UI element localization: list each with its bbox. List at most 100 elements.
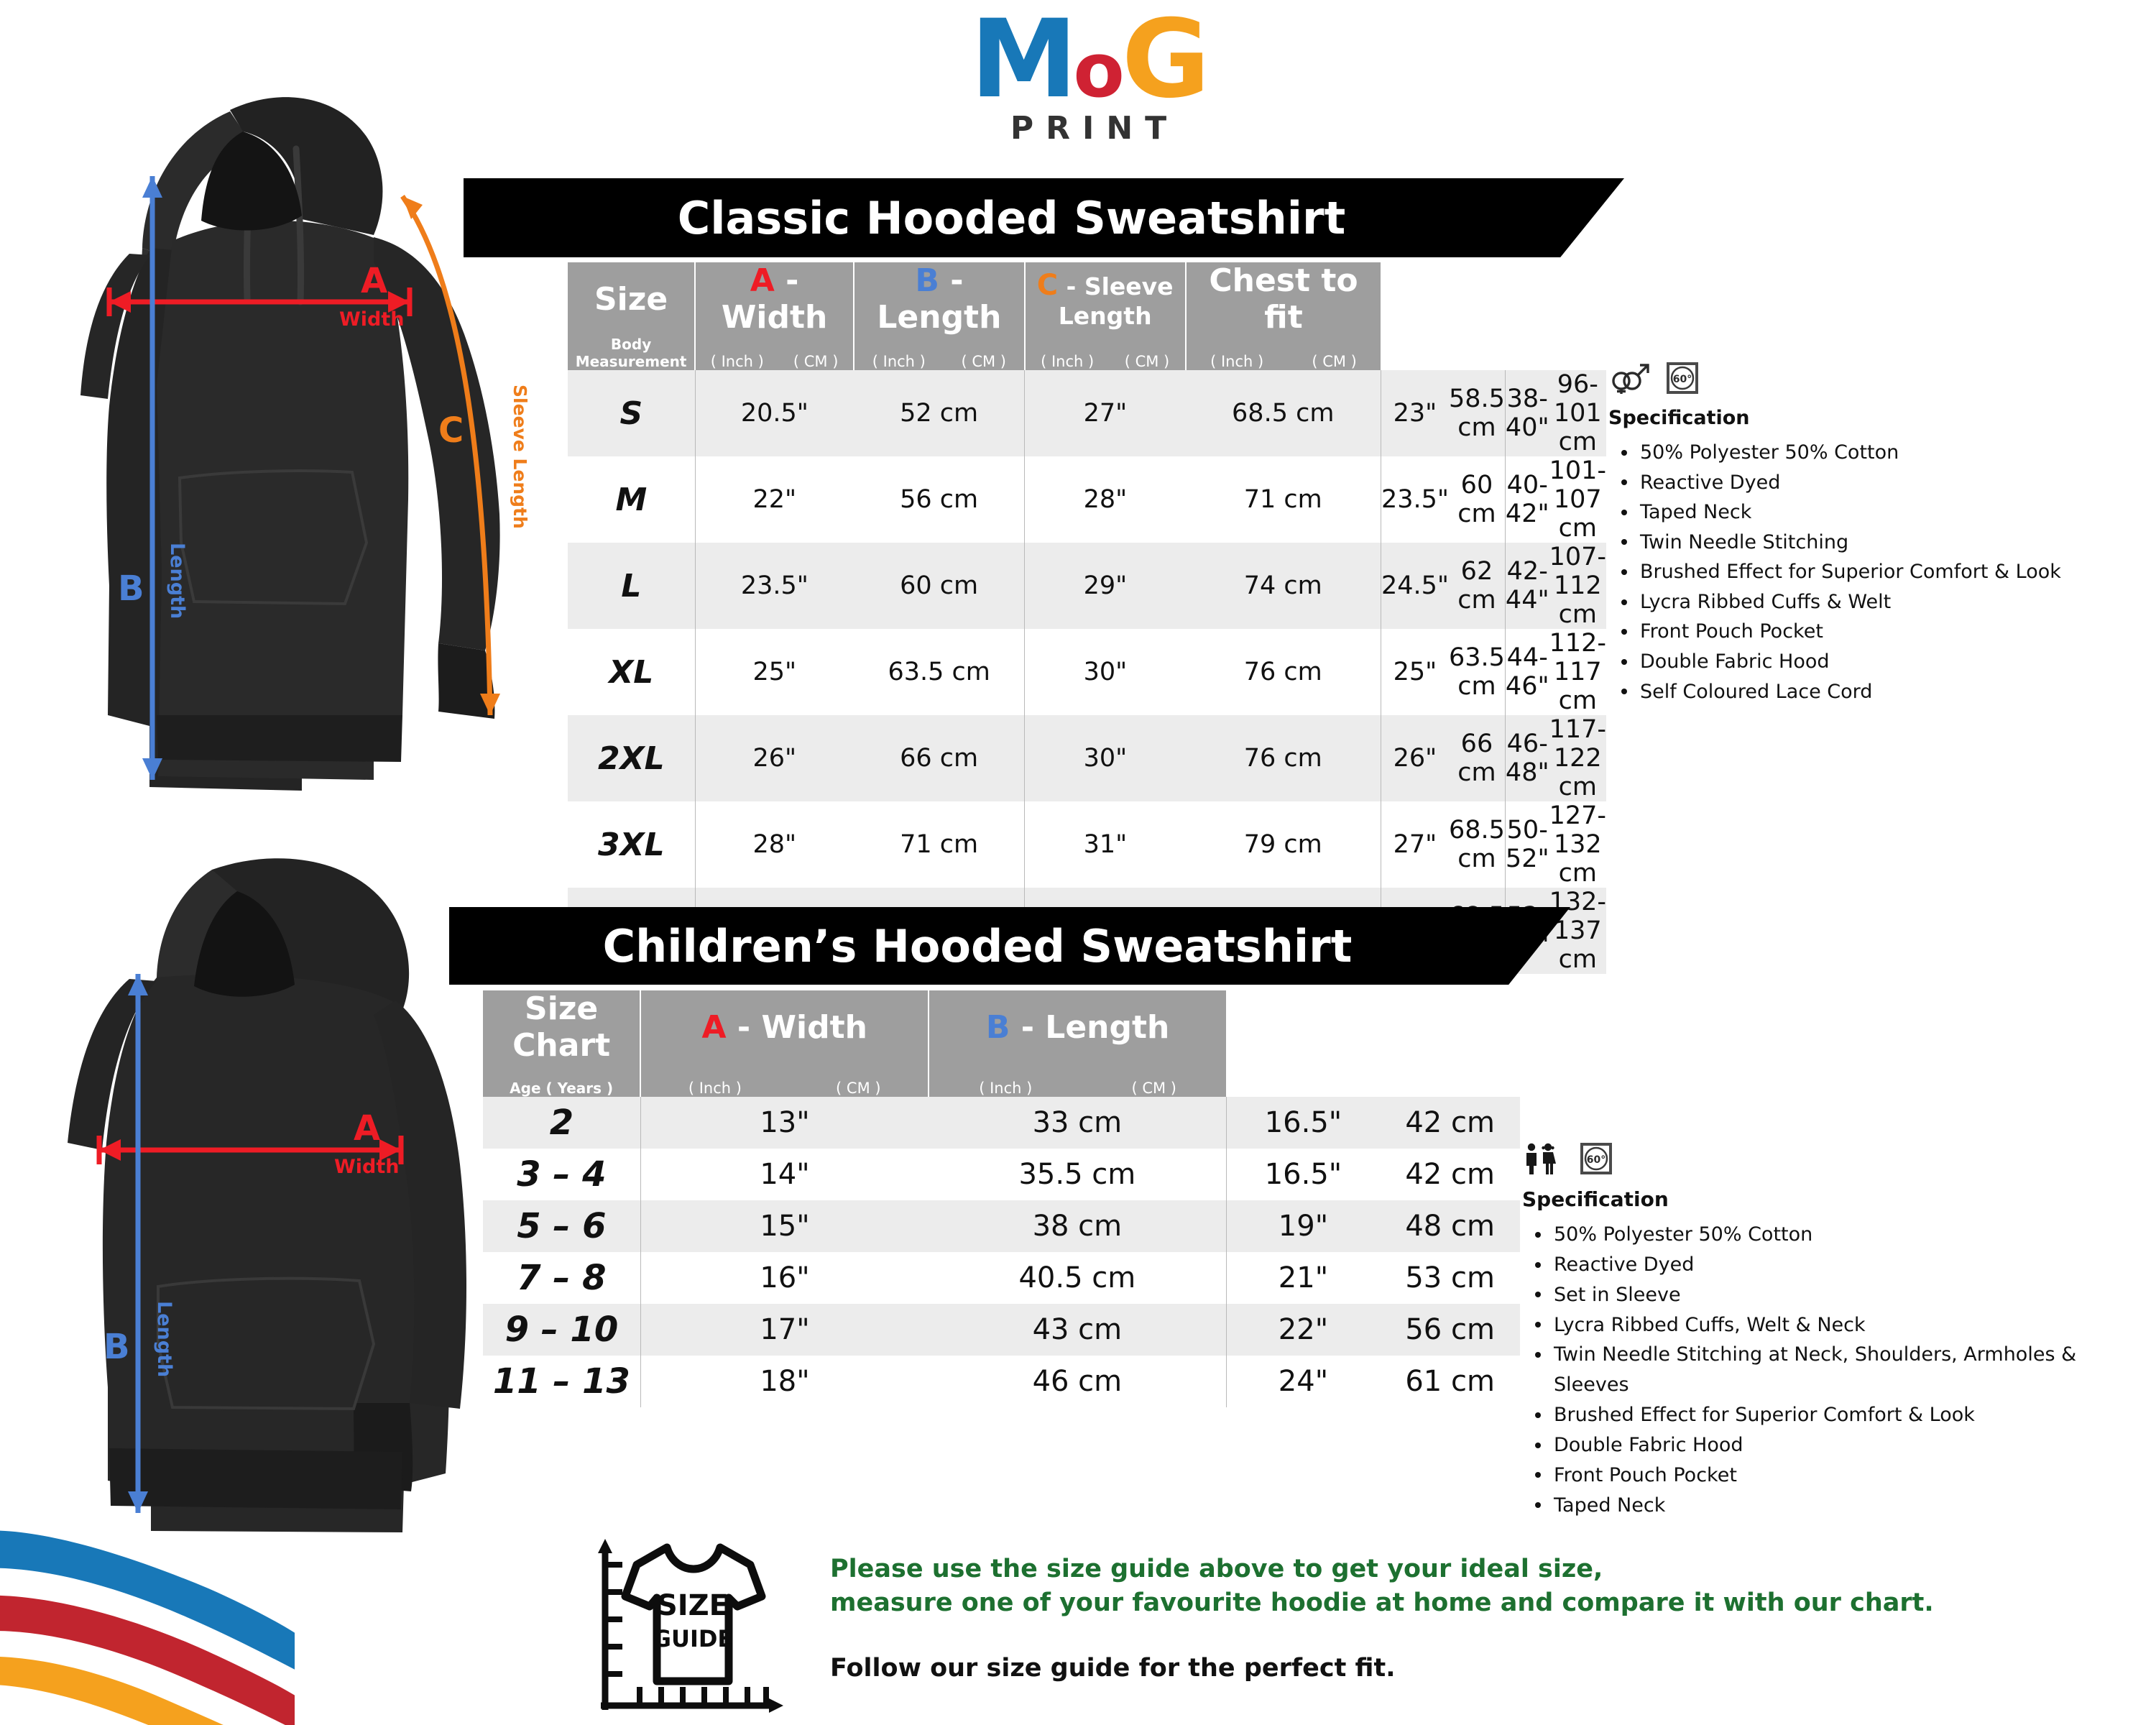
child-cell-age: 7 – 8 [517, 1258, 607, 1298]
adult-col-width-letter: A [750, 262, 775, 299]
adult-spec-item: Twin Needle Stitching [1608, 528, 2140, 558]
adult-sub-size-label: Body Measurement [575, 336, 687, 370]
adult-col-sleeve-label: - Sleeve Length [1058, 272, 1174, 330]
adult-spec-item: Front Pouch Pocket [1608, 617, 2140, 647]
table-row: M 22" 56 cm 28" 71 cm 23.5" 60 cm 40-42" 101-107… [568, 456, 1606, 543]
child-cell-width-cm: 43 cm [929, 1304, 1227, 1356]
child-cell-length-inch: 16.5" [1225, 1149, 1381, 1200]
footer-instructions: Please use the size guide above to get y… [830, 1552, 2081, 1683]
label-a-sub: Width [339, 308, 405, 331]
child-cell-length-cm: 53 cm [1405, 1261, 1495, 1294]
hoodie-body-shape [80, 97, 500, 791]
child-cell-age: 9 – 10 [483, 1304, 641, 1356]
adult-cell-chest-cm: 107-112 cm [1549, 543, 1606, 629]
table-row: 2 13" 33 cm 16.5" 42 cm [483, 1097, 1520, 1149]
child-spec-icons: 60° [1522, 1140, 2147, 1177]
adult-cell-length-inch: 31" [1024, 801, 1186, 888]
child-sub-age-label: Age ( Years ) [510, 1080, 614, 1097]
child-cell-length-inch: 21" [1225, 1252, 1381, 1304]
table-row: XL 25" 63.5 cm 30" 76 cm 25" 63.5 cm 44-46" 112-… [568, 629, 1606, 715]
adult-cell-sleeve-cm: 63.5 cm [1448, 643, 1505, 701]
logo-letter-o: o [1073, 26, 1124, 114]
brush-stroke-orange [0, 1657, 224, 1725]
logo-wordmark: M o G [945, 0, 1233, 122]
adult-cell-sleeve-cm: 68.5 cm [1448, 816, 1505, 873]
adult-cell-length-cm: 76 cm [1185, 715, 1381, 801]
table-row: S 20.5" 52 cm 27" 68.5 cm 23" 58.5 cm 38-40" 96-… [568, 370, 1606, 456]
child-sub-width-cm: ( CM ) [836, 1080, 881, 1097]
table-row: 2XL 26" 66 cm 30" 76 cm 26" 66 cm 46-48" 117-122… [568, 715, 1606, 801]
child-cell-length-inch: 22" [1225, 1304, 1381, 1356]
adult-cell-sleeve-cm: 66 cm [1448, 715, 1506, 801]
adult-spec-title: Specification [1608, 407, 1750, 429]
adult-cell-size: 3XL [598, 826, 665, 863]
child-cell-width-inch: 16" [640, 1252, 929, 1304]
child-cell-width-cm: 38 cm [929, 1200, 1227, 1252]
adult-sub-size: Body Measurement [568, 336, 696, 370]
adult-cell-length-cm: 74 cm [1185, 543, 1381, 629]
child-table-body: 2 13" 33 cm 16.5" 42 cm 3 – 4 14" 35.5 cm 16.5" 4… [483, 1097, 1520, 1407]
child-sub-length-cm: ( CM ) [1131, 1080, 1176, 1097]
adult-cell-width-cm: 63.5 cm [888, 658, 990, 686]
adult-cell-width-inch: 26" [694, 715, 854, 801]
adult-cell-width-cm: 66 cm [853, 715, 1025, 801]
wash-temp-label: 60° [1587, 1154, 1606, 1166]
adult-cell-chest-inch: 44-46" [1504, 629, 1549, 715]
adult-sub-chest-inch: ( Inch ) [1210, 353, 1264, 370]
length-measure-arrow-b [142, 176, 162, 780]
adult-spec-item: Self Coloured Lace Cord [1608, 677, 2140, 707]
adult-cell-size: M [615, 481, 648, 518]
child-col-sizechart: Size Chart [483, 990, 642, 1064]
adult-table-body: S 20.5" 52 cm 27" 68.5 cm 23" 58.5 cm 38-40" 96-… [568, 370, 1606, 974]
table-row: 7 – 8 16" 40.5 cm 21" 53 cm [483, 1252, 1520, 1304]
adult-col-sleeve: C - Sleeve Length [1024, 262, 1187, 336]
child-col-width: A - Width [640, 990, 930, 1064]
child-col-length-letter: B [985, 1008, 1010, 1046]
adult-cell-length-cm: 68.5 cm [1185, 370, 1381, 456]
child-spec-item: Brushed Effect for Superior Comfort & Lo… [1522, 1400, 2147, 1430]
child-hoodie-body-shape [68, 858, 466, 1532]
adult-col-chest: Chest to fit [1185, 262, 1381, 336]
child-cell-width-cm: 33 cm [929, 1097, 1227, 1149]
child-cell-length-inch: 16.5" [1225, 1097, 1381, 1149]
adult-spec-item: 50% Polyester 50% Cotton [1608, 438, 2140, 468]
adult-spec-item: Reactive Dyed [1608, 468, 2140, 498]
child-cell-length-inch: 24" [1225, 1356, 1381, 1407]
adult-cell-sleeve-inch: 24.5" [1380, 543, 1449, 629]
adult-cell-width-cm: 56 cm [900, 485, 979, 514]
adult-col-sleeve-letter: C [1036, 268, 1059, 302]
adult-sub-chest: ( Inch ) ( CM ) [1185, 336, 1381, 370]
child-cell-length-cm: 48 cm [1380, 1200, 1520, 1252]
child-spec-item: Set in Sleeve [1522, 1280, 2147, 1310]
child-spec-title: Specification [1522, 1187, 1669, 1211]
sleeve-measure-arrow-c [400, 195, 500, 716]
logo-letter-g: G [1121, 0, 1210, 122]
adult-sub-length-cm: ( CM ) [961, 353, 1007, 370]
table-row: 3 – 4 14" 35.5 cm 16.5" 42 cm [483, 1149, 1520, 1200]
adult-cell-length-cm: 76 cm [1243, 658, 1322, 686]
adult-spec-list: 50% Polyester 50% Cotton Reactive Dyed Tap… [1608, 438, 2140, 707]
adult-cell-width-inch: 28" [694, 801, 854, 888]
label-c-sub: Sleeve Length [510, 385, 530, 529]
logo-subtitle: PRINT [1010, 110, 1179, 147]
adult-cell-length-inch: 30" [1024, 715, 1186, 801]
child-cell-length-cm: 42 cm [1380, 1097, 1520, 1149]
adult-cell-size: S [568, 370, 696, 456]
child-spec-item: Reactive Dyed [1522, 1250, 2147, 1280]
child-label-b-sub: Length [153, 1301, 175, 1377]
adult-sub-sleeve-inch: ( Inch ) [1041, 353, 1095, 370]
child-sub-width: ( Inch ) ( CM ) [640, 1064, 930, 1097]
adult-header-sub-row: Body Measurement ( Inch ) ( CM ) ( Inch … [568, 336, 1606, 370]
child-cell-width-cm: 35.5 cm [1018, 1158, 1136, 1191]
child-header-sub-row: Age ( Years ) ( Inch ) ( CM ) ( Inch ) (… [483, 1064, 1520, 1097]
child-col-length-label: - Length [1021, 1008, 1170, 1046]
adult-cell-chest-cm: 127-132 cm [1549, 801, 1606, 888]
adult-cell-width-inch: 20.5" [694, 370, 854, 456]
adult-cell-sleeve-inch: 23" [1380, 370, 1449, 456]
adult-table-head: Size A - Width B - Length C - Sleeve Len… [568, 262, 1606, 370]
adult-spec-item: Double Fabric Hood [1608, 647, 2140, 677]
child-width-measure-arrow-a [96, 1136, 404, 1164]
adult-col-size: Size [568, 262, 696, 336]
adult-cell-chest-inch: 50-52" [1504, 801, 1549, 888]
child-spec-item: 50% Polyester 50% Cotton [1522, 1220, 2147, 1250]
